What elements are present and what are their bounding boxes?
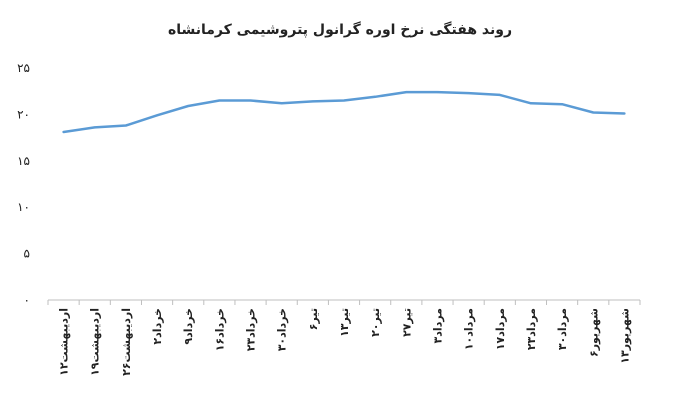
data-point [311, 100, 314, 103]
data-point [561, 103, 564, 106]
y-tick-label: ۲۵ [17, 61, 30, 75]
x-tick-label: ۲۳مرداد [525, 308, 538, 350]
data-point [498, 93, 501, 96]
x-tick-label: ۱۳تیر [338, 308, 351, 337]
data-point [62, 131, 65, 134]
y-tick-label: ۲۰ [17, 107, 30, 121]
x-tick-label: ۲خرداد [151, 308, 164, 345]
x-tick-label: ۱۲اردیبهشت [58, 308, 71, 376]
data-point [592, 111, 595, 114]
data-point [343, 99, 345, 102]
x-tick-label: ۲۰تیر [369, 308, 382, 337]
x-tick-label: ۹خرداد [182, 308, 195, 345]
data-point [280, 102, 283, 105]
y-tick-label: ۰ [24, 293, 30, 307]
chart-title: روند هفتگی نرخ اوره گرانول پتروشیمی کرما… [167, 22, 513, 38]
y-tick-label: ۱۵ [17, 154, 30, 168]
y-tick-label: ۵ [24, 247, 30, 261]
x-tick-label: ۱۳شهریور [618, 308, 631, 364]
x-tick-label: ۶شهریور [587, 308, 600, 357]
x-tick-label: ۳۰مرداد [556, 308, 569, 350]
data-point [124, 124, 127, 127]
data-point [405, 91, 408, 94]
y-tick-label: ۱۰ [17, 200, 30, 214]
x-tick-label: ۲۳خرداد [245, 308, 258, 351]
x-tick-label: ۱۹اردیبهشت [89, 308, 102, 376]
data-point [529, 102, 532, 105]
x-tick-label: ۲۷تیر [400, 308, 413, 337]
data-point [249, 99, 252, 102]
x-tick-label: ۱۷مرداد [494, 308, 507, 350]
data-point [156, 114, 159, 117]
x-tick-label: ۲۶اردیبهشت [120, 308, 133, 376]
data-point [187, 105, 190, 108]
data-point [218, 99, 221, 102]
data-point [374, 95, 377, 98]
data-point [623, 112, 626, 115]
x-tick-label: ۳مرداد [431, 308, 444, 343]
data-point [467, 92, 470, 95]
x-tick-label: ۳۰خرداد [276, 308, 289, 351]
data-point [436, 91, 439, 94]
x-tick-label: ۱۰مرداد [463, 308, 476, 350]
x-tick-label: ۶تیر [307, 308, 320, 330]
data-point [93, 126, 96, 129]
x-tick-label: ۱۶خرداد [213, 308, 226, 351]
series-line [62, 90, 626, 134]
